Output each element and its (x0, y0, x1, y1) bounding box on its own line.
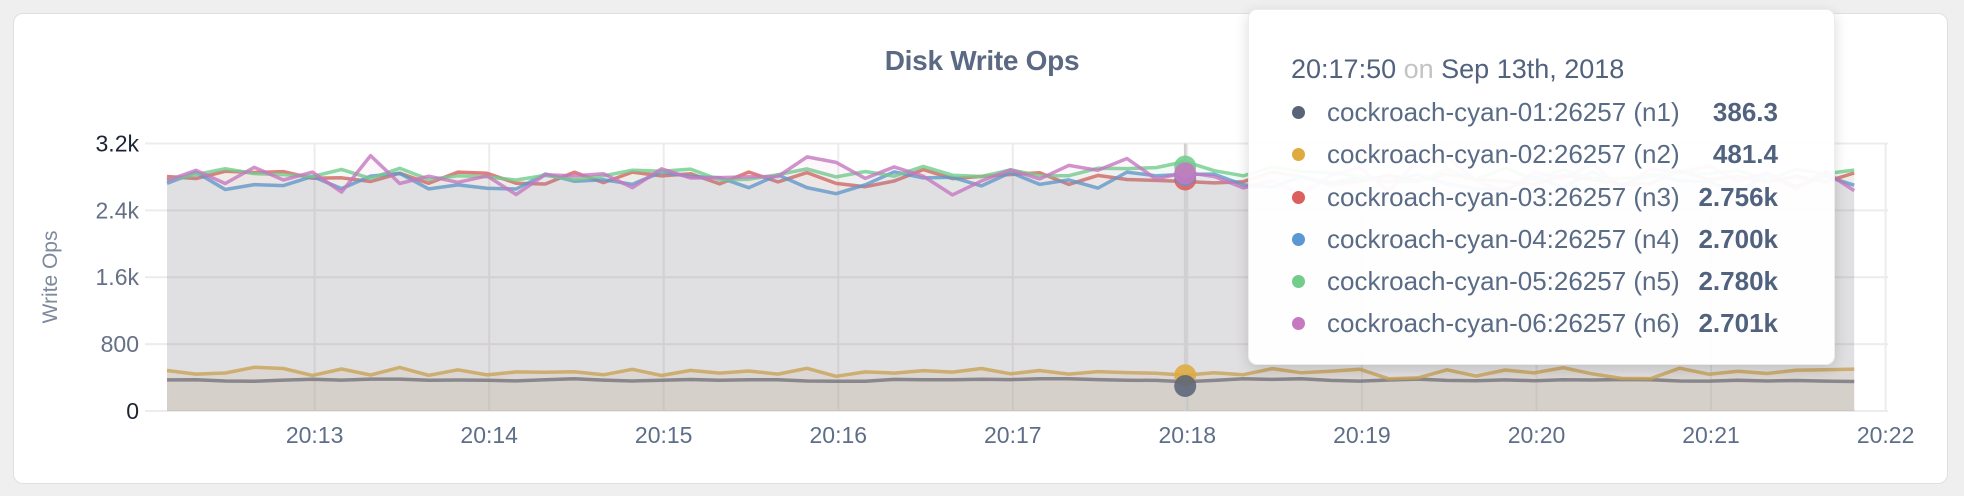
svg-text:800: 800 (101, 331, 139, 357)
svg-text:20:21: 20:21 (1682, 422, 1740, 448)
svg-text:20:13: 20:13 (286, 422, 344, 448)
svg-text:Write Ops: Write Ops (39, 231, 62, 324)
svg-text:20:14: 20:14 (460, 422, 518, 448)
svg-text:3.2k: 3.2k (96, 131, 140, 157)
svg-text:20:19: 20:19 (1333, 422, 1391, 448)
svg-text:20:20: 20:20 (1508, 422, 1566, 448)
svg-text:20:15: 20:15 (635, 422, 693, 448)
svg-text:20:18: 20:18 (1159, 422, 1217, 448)
svg-text:2.4k: 2.4k (96, 197, 140, 223)
svg-text:20:22: 20:22 (1857, 422, 1915, 448)
svg-text:0: 0 (126, 398, 139, 424)
svg-text:1.6k: 1.6k (96, 264, 140, 290)
svg-text:20:16: 20:16 (810, 422, 868, 448)
svg-text:20:17: 20:17 (984, 422, 1042, 448)
